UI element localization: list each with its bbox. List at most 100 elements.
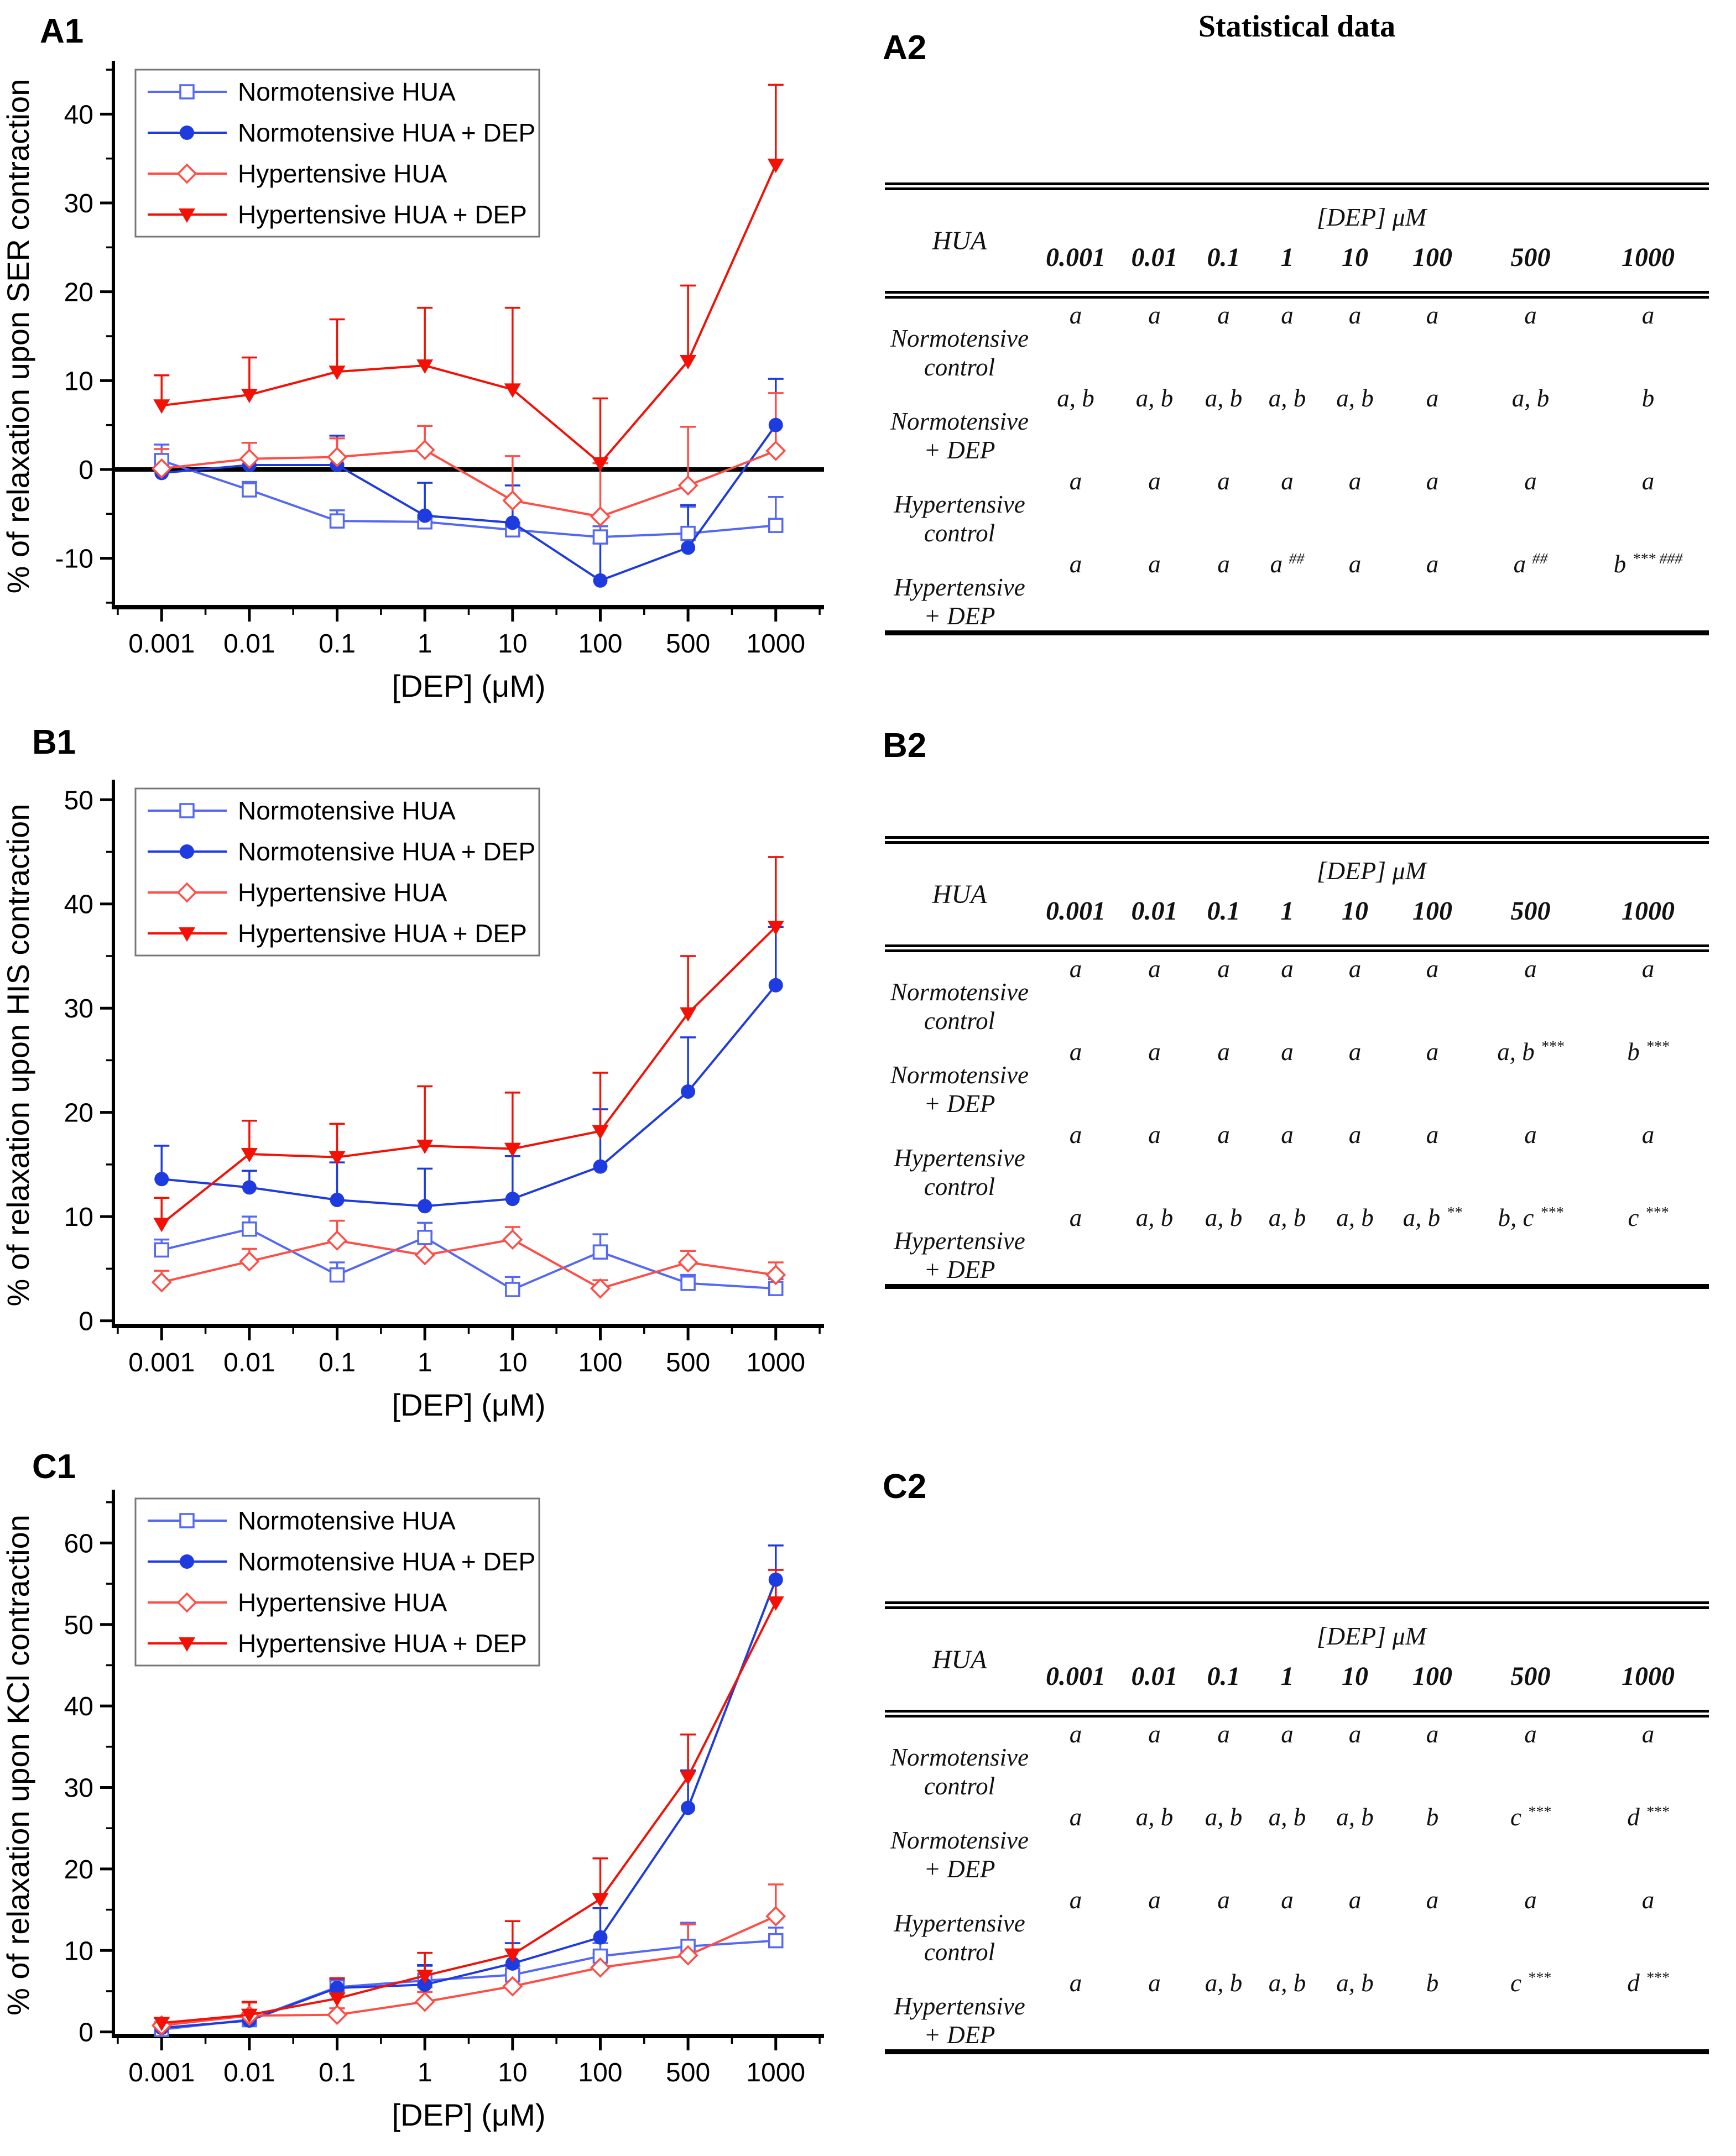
table-cell: a: [1217, 1121, 1230, 1149]
table-cell: a: [1641, 955, 1655, 983]
table-cell: b ***: [1627, 1038, 1669, 1066]
y-tick-label: 60: [64, 1529, 93, 1558]
table-cell: a: [1426, 1720, 1439, 1748]
x-tick-label: 0.1: [319, 629, 356, 659]
table-cell: a: [1281, 1886, 1294, 1914]
concentration-header: 10: [1342, 1662, 1368, 1691]
table-cell: a: [1281, 1038, 1294, 1066]
concentration-header: 100: [1412, 1662, 1452, 1691]
x-tick-label: 500: [666, 1348, 710, 1377]
series-hypertensive-hua: [151, 1906, 786, 2036]
y-tick-label: 20: [64, 1855, 93, 1884]
table-cell: a: [1348, 467, 1362, 495]
table-row: Normotensive + DEP a a, b a, b a, b a, b b c ***…: [885, 1800, 1709, 1883]
table-cell: a: [1524, 1720, 1537, 1748]
concentration-header: 1000: [1622, 1662, 1675, 1691]
row-label: Hypertensive control: [894, 490, 1025, 547]
table-cell: a: [1217, 1886, 1230, 1914]
table-row: Normotensive + DEP a, b a, b a, b a, b a, b a a,…: [885, 382, 1709, 464]
table-cell: a: [1426, 955, 1439, 983]
table-cell: a: [1524, 1886, 1537, 1914]
x-tick-label: 500: [666, 629, 710, 659]
row-header-hua: HUA: [932, 1645, 987, 1674]
x-tick-label: 500: [666, 2058, 710, 2087]
table-cell: a: [1069, 1969, 1082, 1997]
y-tick-label: 20: [64, 278, 93, 307]
table-cell: a: [1281, 467, 1294, 495]
table-cell: a: [1348, 301, 1362, 329]
table-cell: a: [1148, 1038, 1161, 1066]
concentration-header: 1000: [1622, 243, 1675, 272]
concentration-header: 500: [1510, 896, 1551, 926]
table-cell: a: [1641, 301, 1655, 329]
y-tick-label: 50: [64, 786, 93, 815]
table-cell: a: [1348, 1121, 1362, 1149]
table-cell: a: [1281, 1121, 1294, 1149]
x-tick-label: 0.001: [128, 629, 195, 659]
x-tick-label: 10: [498, 629, 527, 659]
table-cell: a: [1069, 1121, 1082, 1149]
x-axis-ticks: 0.001 0.01 0.1 1 10 100 500 1000: [117, 2036, 821, 2087]
concentration-header: 500: [1510, 1662, 1551, 1691]
table-cell: a: [1348, 1038, 1362, 1066]
table-cell: a, b: [1135, 1204, 1174, 1231]
series-hypertensive-hua: [151, 1229, 786, 1299]
table-cell: a: [1217, 550, 1230, 578]
legend-label: Hypertensive HUA + DEP: [238, 919, 527, 948]
concentration-header: 10: [1342, 243, 1368, 272]
table-row: Hypertensive + DEP a a a, b a, b a, b b c *** d *…: [885, 1966, 1709, 2049]
series-normotensive-hua: [154, 453, 784, 545]
y-tick-label: 10: [64, 1936, 93, 1966]
row-label: Hypertensive + DEP: [894, 573, 1025, 630]
table-cell: a: [1069, 550, 1082, 578]
table-cell: a: [1069, 1038, 1082, 1066]
table-cell: a: [1281, 955, 1294, 983]
legend-label: Normotensive HUA: [238, 77, 456, 106]
table-cell: a ##: [1513, 550, 1548, 578]
table-body: Normotensive control a a a a a a a a Normotensive +…: [885, 1718, 1709, 2054]
table-a2-statistics: HUA [DEP] μM 0.001 0.01 0.1 1 10 100 500 1000 Norm…: [885, 182, 1709, 635]
legend: Normotensive HUA Normotensive HUA + DEP Hy…: [134, 1497, 540, 1667]
series-hypertensive-hua-dep: [153, 921, 784, 1233]
table-body: Normotensive control a a a a a a a a Normotensive +…: [885, 299, 1709, 635]
y-tick-label: 10: [64, 1203, 93, 1232]
concentration-header: 0.001: [1046, 896, 1106, 926]
legend-label: Normotensive HUA + DEP: [238, 118, 535, 147]
y-axis-title: % of relaxation upon HIS contraction: [1, 804, 35, 1307]
y-tick-label: 40: [64, 100, 93, 129]
table-cell: d ***: [1627, 1969, 1669, 1997]
table-cell: c ***: [1628, 1204, 1669, 1231]
y-tick-label: -10: [55, 545, 93, 574]
table-cell: a, b: [1135, 1803, 1174, 1831]
table-header: HUA [DEP] μM 0.001 0.01 0.1 1 10 100 500 1000: [885, 182, 1709, 299]
x-tick-label: 1000: [746, 2058, 805, 2087]
x-tick-label: 10: [498, 1348, 527, 1377]
row-label: Normotensive control: [890, 978, 1029, 1035]
table-cell: a: [1524, 467, 1537, 495]
table-row: Normotensive control a a a a a a a a: [885, 299, 1709, 382]
table-cell: a: [1148, 1969, 1161, 1997]
table-row: Normotensive control a a a a a a a a: [885, 1718, 1709, 1800]
legend: Normotensive HUA Normotensive HUA + DEP Hy…: [134, 69, 540, 238]
y-axis-ticks: 0 10 20 30 40 50: [64, 786, 113, 1337]
concentration-header: 1: [1280, 243, 1294, 272]
legend-label: Hypertensive HUA: [238, 1588, 447, 1617]
y-tick-label: 20: [64, 1099, 93, 1128]
y-tick-label: 40: [64, 890, 93, 920]
table-row: Hypertensive control a a a a a a a a: [885, 464, 1709, 547]
table-b2-statistics: HUA [DEP] μM 0.001 0.01 0.1 1 10 100 500 1000 Norm…: [885, 836, 1709, 1289]
x-tick-label: 1: [418, 629, 432, 659]
table-cell: a, b: [1336, 1969, 1374, 1997]
table-c2-statistics: HUA [DEP] μM 0.001 0.01 0.1 1 10 100 500 1000 Norm…: [885, 1601, 1709, 2054]
y-tick-label: 0: [79, 456, 93, 485]
series-hypertensive-hua-dep: [153, 158, 784, 472]
table-cell: a: [1641, 1121, 1655, 1149]
legend-label: Hypertensive HUA + DEP: [238, 200, 527, 229]
x-axis-title: [DEP] (μM): [392, 1387, 545, 1422]
y-tick-label: 50: [64, 1611, 93, 1640]
table-cell: a: [1069, 1204, 1082, 1231]
panel-label-a1: A1: [40, 12, 84, 50]
legend-label: Hypertensive HUA + DEP: [238, 1629, 527, 1658]
x-tick-label: 1: [418, 2058, 432, 2087]
table-cell: a: [1426, 1886, 1439, 1914]
